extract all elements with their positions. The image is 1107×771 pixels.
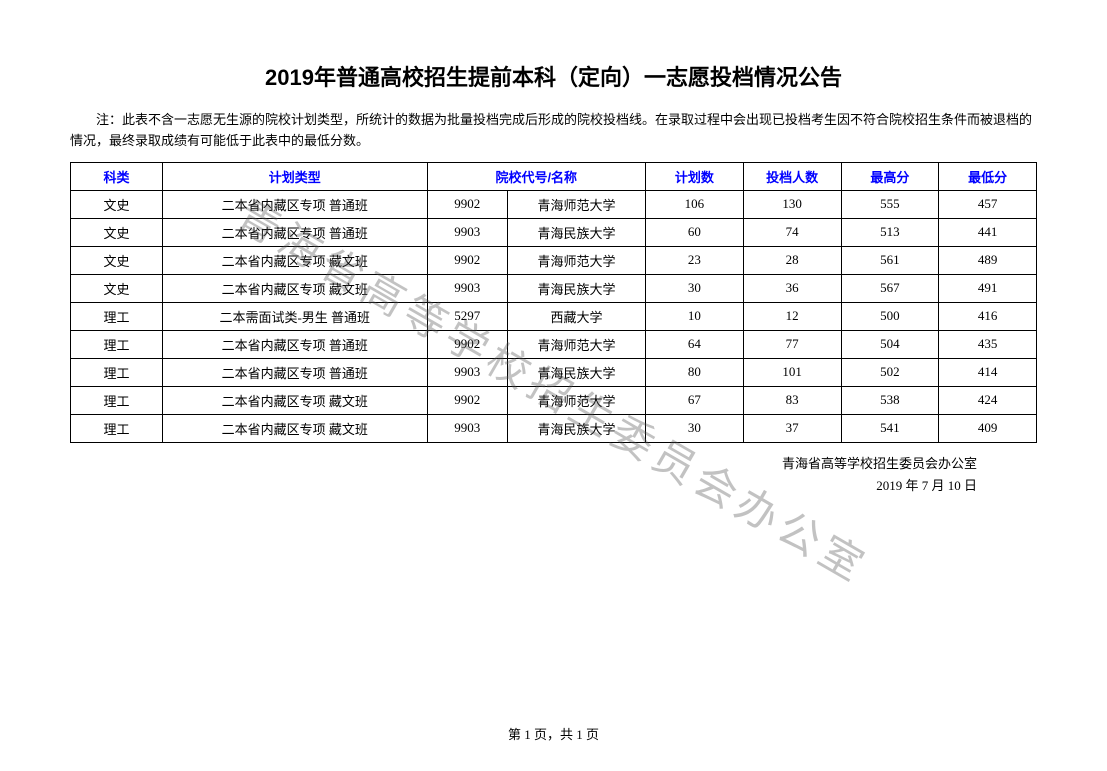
cell-min: 414 xyxy=(939,358,1037,386)
table-row: 文史二本省内藏区专项 藏文班9902青海师范大学2328561489 xyxy=(71,246,1037,274)
header-applied: 投档人数 xyxy=(743,162,841,190)
cell-min: 491 xyxy=(939,274,1037,302)
cell-min: 457 xyxy=(939,190,1037,218)
cell-name: 青海师范大学 xyxy=(508,190,646,218)
cell-kelei: 文史 xyxy=(71,274,163,302)
cell-name: 青海民族大学 xyxy=(508,218,646,246)
signature-date: 2019 年 7 月 10 日 xyxy=(70,475,977,497)
cell-plan_count: 106 xyxy=(646,190,744,218)
table-row: 文史二本省内藏区专项 普通班9903青海民族大学6074513441 xyxy=(71,218,1037,246)
cell-plan_type: 二本省内藏区专项 藏文班 xyxy=(163,246,428,274)
header-max: 最高分 xyxy=(841,162,939,190)
cell-max: 513 xyxy=(841,218,939,246)
cell-plan_type: 二本省内藏区专项 普通班 xyxy=(163,330,428,358)
cell-min: 489 xyxy=(939,246,1037,274)
cell-name: 青海民族大学 xyxy=(508,414,646,442)
table-row: 理工二本省内藏区专项 普通班9903青海民族大学80101502414 xyxy=(71,358,1037,386)
table-row: 文史二本省内藏区专项 藏文班9903青海民族大学3036567491 xyxy=(71,274,1037,302)
cell-kelei: 文史 xyxy=(71,190,163,218)
cell-plan_type: 二本省内藏区专项 藏文班 xyxy=(163,414,428,442)
cell-applied: 83 xyxy=(743,386,841,414)
cell-code: 9903 xyxy=(427,274,508,302)
cell-plan_type: 二本省内藏区专项 普通班 xyxy=(163,190,428,218)
header-min: 最低分 xyxy=(939,162,1037,190)
cell-plan_type: 二本省内藏区专项 藏文班 xyxy=(163,274,428,302)
cell-code: 9902 xyxy=(427,386,508,414)
cell-min: 416 xyxy=(939,302,1037,330)
cell-name: 西藏大学 xyxy=(508,302,646,330)
signature-org: 青海省高等学校招生委员会办公室 xyxy=(70,453,977,475)
table-body: 文史二本省内藏区专项 普通班9902青海师范大学106130555457文史二本… xyxy=(71,190,1037,442)
cell-min: 435 xyxy=(939,330,1037,358)
table-row: 理工二本省内藏区专项 藏文班9902青海师范大学6783538424 xyxy=(71,386,1037,414)
cell-name: 青海民族大学 xyxy=(508,358,646,386)
cell-plan_count: 67 xyxy=(646,386,744,414)
cell-code: 9902 xyxy=(427,246,508,274)
cell-max: 541 xyxy=(841,414,939,442)
cell-max: 504 xyxy=(841,330,939,358)
cell-plan_count: 30 xyxy=(646,274,744,302)
cell-applied: 101 xyxy=(743,358,841,386)
table-header-row: 科类 计划类型 院校代号/名称 计划数 投档人数 最高分 最低分 xyxy=(71,162,1037,190)
cell-code: 5297 xyxy=(427,302,508,330)
table-row: 理工二本省内藏区专项 普通班9902青海师范大学6477504435 xyxy=(71,330,1037,358)
cell-plan_count: 30 xyxy=(646,414,744,442)
cell-applied: 77 xyxy=(743,330,841,358)
signature-block: 青海省高等学校招生委员会办公室 2019 年 7 月 10 日 xyxy=(70,453,1037,497)
cell-code: 9902 xyxy=(427,190,508,218)
cell-plan_count: 10 xyxy=(646,302,744,330)
table-row: 文史二本省内藏区专项 普通班9902青海师范大学106130555457 xyxy=(71,190,1037,218)
cell-kelei: 理工 xyxy=(71,330,163,358)
cell-plan_type: 二本省内藏区专项 普通班 xyxy=(163,358,428,386)
data-table: 科类 计划类型 院校代号/名称 计划数 投档人数 最高分 最低分 文史二本省内藏… xyxy=(70,162,1037,443)
cell-kelei: 理工 xyxy=(71,414,163,442)
table-row: 理工二本需面试类-男生 普通班5297西藏大学1012500416 xyxy=(71,302,1037,330)
cell-kelei: 文史 xyxy=(71,246,163,274)
cell-applied: 12 xyxy=(743,302,841,330)
cell-kelei: 文史 xyxy=(71,218,163,246)
cell-code: 9903 xyxy=(427,218,508,246)
cell-applied: 74 xyxy=(743,218,841,246)
cell-applied: 28 xyxy=(743,246,841,274)
document-page: 2019年普通高校招生提前本科（定向）一志愿投档情况公告 注：此表不含一志愿无生… xyxy=(0,0,1107,497)
cell-applied: 130 xyxy=(743,190,841,218)
cell-plan_count: 64 xyxy=(646,330,744,358)
cell-max: 561 xyxy=(841,246,939,274)
cell-max: 502 xyxy=(841,358,939,386)
cell-kelei: 理工 xyxy=(71,358,163,386)
cell-kelei: 理工 xyxy=(71,302,163,330)
cell-applied: 37 xyxy=(743,414,841,442)
cell-name: 青海民族大学 xyxy=(508,274,646,302)
cell-name: 青海师范大学 xyxy=(508,330,646,358)
cell-kelei: 理工 xyxy=(71,386,163,414)
header-kelei: 科类 xyxy=(71,162,163,190)
cell-max: 538 xyxy=(841,386,939,414)
cell-plan_count: 23 xyxy=(646,246,744,274)
note-text: 注：此表不含一志愿无生源的院校计划类型，所统计的数据为批量投档完成后形成的院校投… xyxy=(70,110,1037,152)
cell-max: 555 xyxy=(841,190,939,218)
cell-min: 441 xyxy=(939,218,1037,246)
header-school: 院校代号/名称 xyxy=(427,162,646,190)
header-plan-count: 计划数 xyxy=(646,162,744,190)
cell-plan_count: 80 xyxy=(646,358,744,386)
cell-plan_type: 二本省内藏区专项 普通班 xyxy=(163,218,428,246)
cell-min: 409 xyxy=(939,414,1037,442)
page-title: 2019年普通高校招生提前本科（定向）一志愿投档情况公告 xyxy=(70,60,1037,92)
page-number: 第 1 页，共 1 页 xyxy=(0,724,1107,743)
cell-plan_type: 二本需面试类-男生 普通班 xyxy=(163,302,428,330)
cell-plan_type: 二本省内藏区专项 藏文班 xyxy=(163,386,428,414)
cell-name: 青海师范大学 xyxy=(508,246,646,274)
cell-min: 424 xyxy=(939,386,1037,414)
cell-plan_count: 60 xyxy=(646,218,744,246)
cell-name: 青海师范大学 xyxy=(508,386,646,414)
cell-code: 9902 xyxy=(427,330,508,358)
header-plan-type: 计划类型 xyxy=(163,162,428,190)
cell-max: 500 xyxy=(841,302,939,330)
cell-code: 9903 xyxy=(427,414,508,442)
cell-code: 9903 xyxy=(427,358,508,386)
table-row: 理工二本省内藏区专项 藏文班9903青海民族大学3037541409 xyxy=(71,414,1037,442)
cell-max: 567 xyxy=(841,274,939,302)
cell-applied: 36 xyxy=(743,274,841,302)
